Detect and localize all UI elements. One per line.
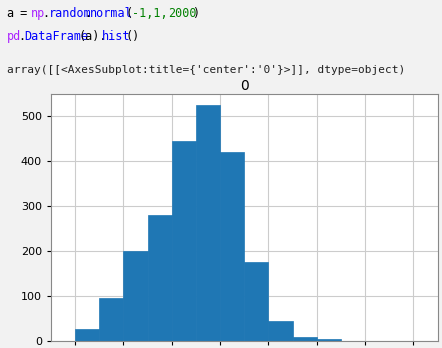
Text: array([[<AxesSubplot:title={'center':'0'}>]], dtype=object): array([[<AxesSubplot:title={'center':'0'…	[7, 65, 405, 76]
Bar	[171, 141, 196, 341]
Text: random: random	[49, 7, 91, 19]
Text: 2000: 2000	[168, 7, 196, 19]
Bar	[293, 337, 317, 341]
Title: 0: 0	[240, 79, 248, 93]
Text: pd: pd	[7, 30, 21, 43]
Text: np: np	[30, 7, 45, 19]
Text: DataFrame: DataFrame	[25, 30, 89, 43]
Bar	[123, 251, 148, 341]
Bar	[196, 105, 220, 341]
Text: .: .	[19, 30, 26, 43]
Text: .: .	[84, 7, 91, 19]
Text: (: (	[126, 7, 133, 19]
Text: .: .	[42, 7, 50, 19]
Text: ): )	[192, 7, 199, 19]
Text: a: a	[7, 7, 14, 19]
Text: hist: hist	[102, 30, 130, 43]
Bar	[220, 152, 244, 341]
Text: -1,1,: -1,1,	[132, 7, 175, 19]
Bar	[99, 298, 123, 341]
Text: =: =	[12, 7, 34, 19]
Bar	[317, 339, 341, 341]
Bar	[244, 262, 268, 341]
Text: (a).: (a).	[78, 30, 107, 43]
Text: normal: normal	[90, 7, 133, 19]
Bar	[75, 329, 99, 341]
Bar	[268, 321, 293, 341]
Text: (): ()	[126, 30, 140, 43]
Bar	[148, 215, 171, 341]
